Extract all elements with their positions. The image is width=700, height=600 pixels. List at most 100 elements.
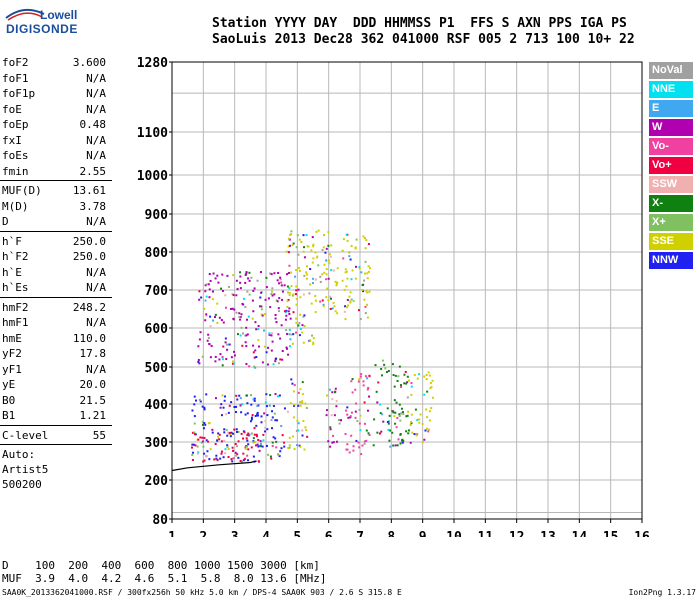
legend-item: NoVal bbox=[649, 62, 693, 79]
data-point bbox=[219, 457, 222, 460]
data-point bbox=[203, 307, 206, 310]
data-point bbox=[367, 265, 370, 268]
data-point bbox=[366, 303, 369, 306]
data-point bbox=[231, 293, 234, 296]
param-value: N/A bbox=[86, 281, 106, 294]
data-point bbox=[225, 358, 228, 361]
data-point bbox=[220, 440, 223, 443]
data-point bbox=[221, 289, 224, 292]
data-point bbox=[212, 319, 215, 322]
data-point bbox=[325, 268, 328, 271]
data-point bbox=[297, 422, 300, 425]
data-point bbox=[275, 357, 278, 360]
param-name: M(D) bbox=[2, 199, 29, 213]
data-point bbox=[389, 429, 392, 432]
param-name: yF1 bbox=[2, 362, 22, 376]
data-point bbox=[389, 445, 392, 448]
data-point bbox=[329, 307, 332, 310]
data-point bbox=[310, 249, 313, 252]
data-point bbox=[346, 277, 349, 280]
data-point bbox=[270, 292, 273, 295]
y-tick-label: 900 bbox=[145, 208, 169, 223]
data-point bbox=[403, 373, 406, 376]
data-point bbox=[205, 393, 208, 396]
x-tick-label: 6 bbox=[325, 530, 333, 537]
data-point bbox=[251, 432, 254, 435]
param-value: 0.48 bbox=[79, 118, 107, 131]
data-point bbox=[319, 280, 322, 283]
data-point bbox=[257, 339, 260, 342]
data-point bbox=[405, 415, 408, 418]
data-point bbox=[204, 319, 207, 322]
data-point bbox=[247, 448, 250, 451]
data-point bbox=[209, 315, 212, 318]
data-point bbox=[314, 278, 317, 281]
data-point bbox=[209, 356, 212, 359]
data-point bbox=[223, 428, 226, 431]
data-point bbox=[253, 356, 256, 359]
data-point bbox=[236, 288, 239, 291]
data-point bbox=[231, 446, 234, 449]
data-point bbox=[429, 387, 432, 390]
data-point bbox=[262, 439, 265, 442]
data-point bbox=[325, 273, 328, 276]
data-point bbox=[406, 375, 409, 378]
data-point bbox=[257, 404, 260, 407]
data-point bbox=[416, 377, 419, 380]
data-point bbox=[394, 422, 397, 425]
data-point bbox=[217, 435, 220, 438]
param-row: foF2 3.600 bbox=[0, 55, 112, 71]
data-point bbox=[327, 259, 330, 262]
data-point bbox=[232, 317, 235, 320]
data-point bbox=[226, 274, 229, 277]
data-point bbox=[211, 428, 214, 431]
param-value: 17.8 bbox=[79, 347, 107, 360]
data-point bbox=[244, 281, 247, 284]
data-point bbox=[291, 294, 294, 297]
data-point bbox=[423, 393, 426, 396]
data-point bbox=[242, 459, 245, 462]
data-point bbox=[224, 341, 227, 344]
data-point bbox=[410, 381, 413, 384]
data-point bbox=[247, 432, 250, 435]
data-point bbox=[343, 288, 346, 291]
x-tick-label: 8 bbox=[387, 530, 395, 537]
data-point bbox=[208, 288, 211, 291]
data-point bbox=[302, 315, 305, 318]
data-point bbox=[367, 270, 370, 273]
y-tick-label: 400 bbox=[145, 398, 169, 413]
param-name: foEs bbox=[2, 149, 29, 162]
data-point bbox=[325, 259, 328, 262]
data-point bbox=[366, 272, 369, 275]
data-point bbox=[254, 414, 257, 417]
param-value: 55 bbox=[92, 428, 106, 442]
data-point bbox=[275, 321, 278, 324]
data-point bbox=[252, 437, 255, 440]
data-point bbox=[329, 295, 332, 298]
y-tick-label: 80 bbox=[152, 513, 168, 528]
data-point bbox=[335, 400, 338, 403]
data-point bbox=[355, 238, 358, 241]
data-point bbox=[257, 414, 260, 417]
data-point bbox=[263, 329, 266, 332]
data-point bbox=[245, 326, 248, 329]
data-point bbox=[205, 313, 208, 316]
data-point bbox=[334, 391, 337, 394]
data-point bbox=[274, 360, 277, 363]
data-point bbox=[255, 424, 258, 427]
data-point bbox=[246, 434, 249, 437]
data-point bbox=[227, 456, 230, 459]
x-tick-label: 5 bbox=[293, 530, 301, 537]
data-point bbox=[346, 413, 349, 416]
x-tick-label: 4 bbox=[262, 530, 270, 537]
data-point bbox=[293, 404, 296, 407]
data-point bbox=[214, 397, 217, 400]
param-value: 2.55 bbox=[79, 164, 107, 178]
data-point bbox=[350, 434, 353, 437]
param-name: h`F2 bbox=[2, 250, 29, 263]
digisonde-logo: Lowell DIGISONDE bbox=[4, 6, 77, 46]
data-point bbox=[349, 416, 352, 419]
data-point bbox=[233, 350, 236, 353]
data-point bbox=[257, 445, 260, 448]
data-point bbox=[229, 307, 232, 310]
